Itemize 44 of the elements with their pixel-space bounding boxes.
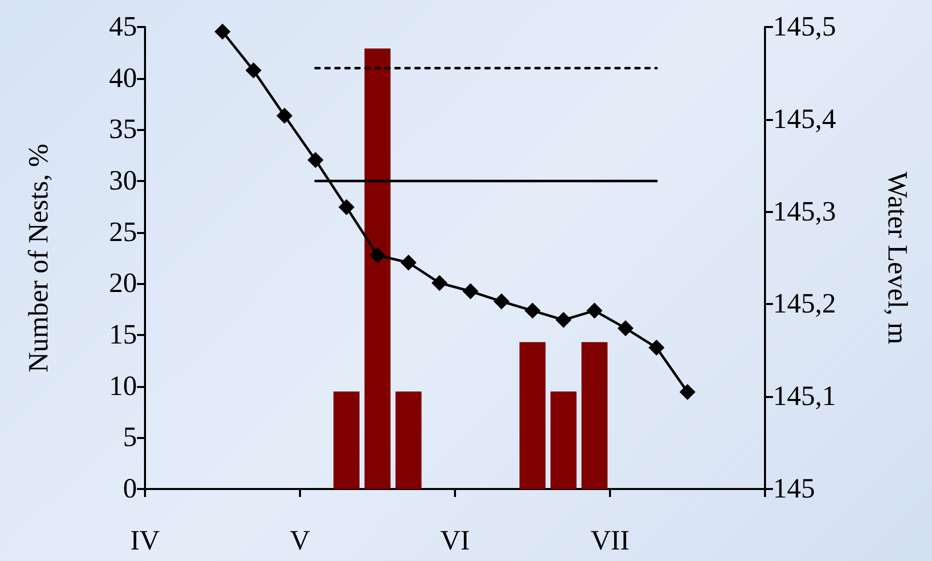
point: [400, 254, 416, 271]
y2-tick-label: 145,1: [773, 381, 836, 412]
y-tick-label: 15: [109, 320, 137, 350]
y2-tick-label: 145,3: [773, 196, 836, 228]
point: [276, 108, 292, 124]
bar: [395, 391, 422, 489]
point: [370, 247, 386, 264]
y2-tick-label: 145,5: [773, 12, 836, 42]
y-tick-label: 35: [109, 114, 137, 146]
point: [494, 293, 510, 310]
bar: [581, 342, 608, 489]
point: [246, 62, 262, 78]
y-tick-label: 5: [123, 422, 137, 454]
point: [618, 320, 634, 336]
y2-tick-label: 145,2: [773, 288, 836, 320]
bar: [364, 48, 391, 489]
y-tick-label: 20: [109, 268, 137, 300]
point: [556, 312, 572, 328]
x-tick-label: VI: [440, 526, 470, 556]
y-tick-label: 10: [109, 370, 137, 402]
y-tick-label: 45: [109, 12, 137, 42]
bar: [519, 342, 546, 489]
x-tick-label: IV: [130, 526, 160, 556]
point: [432, 274, 448, 291]
point: [524, 302, 540, 319]
y2-tick-label: 145,4: [773, 104, 836, 135]
bar: [550, 391, 577, 489]
bar: [333, 391, 360, 489]
point: [338, 199, 354, 216]
y2-tick-label: 145: [773, 474, 815, 504]
x-tick-label: V: [290, 526, 310, 556]
y-tick-label: 0: [123, 474, 137, 504]
y-tick-label: 30: [109, 166, 137, 196]
y2-axis-title: Water Level, m: [882, 172, 912, 345]
point: [462, 283, 478, 300]
point: [308, 152, 324, 168]
point: [586, 302, 602, 319]
point: [214, 24, 230, 40]
x-tick-label: VII: [590, 526, 630, 556]
y-tick-label: 25: [109, 216, 137, 248]
point: [648, 340, 664, 356]
point: [680, 384, 696, 400]
y-tick-label: 40: [109, 62, 137, 94]
y-axis-title: Number of Nests, %: [24, 144, 54, 372]
